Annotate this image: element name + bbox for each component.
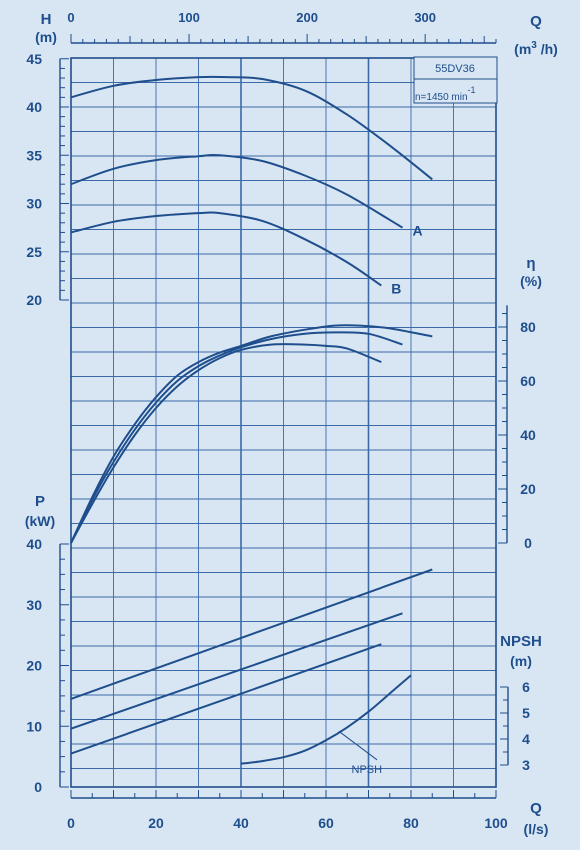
power-line [70, 568, 433, 700]
head-curve [70, 211, 382, 287]
power-axis-label: P [35, 493, 45, 510]
top-axis-tick-label: 100 [178, 10, 200, 25]
npsh-axis-tick-label: 4 [522, 731, 530, 747]
model-label: 55DV36 [435, 63, 475, 75]
power-line [70, 612, 403, 730]
efficiency-axis-tick-label: 40 [520, 427, 536, 443]
speed-label: n=1450 min-1 [415, 85, 476, 103]
head-curve-label: B [391, 281, 401, 297]
npsh-axis-tick-label: 5 [522, 705, 530, 721]
head-curve [70, 153, 404, 229]
bottom-axis-tick-label: 60 [318, 815, 334, 831]
bottom-axis-tick-label: 40 [233, 815, 249, 831]
efficiency-curve [70, 343, 382, 544]
top-axis-label: Q [530, 13, 542, 30]
npsh-axis-tick-label: 6 [522, 679, 530, 695]
power-axis-tick-label: 30 [26, 597, 42, 613]
efficiency-axis-label: η [526, 255, 535, 272]
chart-grid [70, 57, 497, 788]
head-axis-unit: (m) [35, 29, 57, 45]
chart-axes: 0 100 200 300202530354045020406080010203040… [26, 10, 536, 831]
efficiency-curve [70, 324, 433, 544]
bottom-axis-tick-label: 0 [67, 815, 75, 831]
head-axis-tick-label: 35 [26, 147, 42, 163]
power-axis-tick-label: 0 [34, 779, 42, 795]
npsh-leader-line [338, 730, 378, 761]
top-axis-tick-label: 200 [296, 10, 318, 25]
power-axis-tick-label: 20 [26, 658, 42, 674]
model-box [413, 56, 498, 104]
head-axis-tick-label: 20 [26, 292, 42, 308]
efficiency-axis-tick-label: 20 [520, 481, 536, 497]
bottom-axis-tick-label: 100 [484, 815, 508, 831]
head-axis-tick-label: 25 [26, 244, 42, 260]
head-axis-tick-label: 30 [26, 196, 42, 212]
npsh-axis-unit: (m) [510, 653, 532, 669]
chart-curves [70, 75, 433, 765]
bottom-axis-tick-label: 80 [403, 815, 419, 831]
top-axis-tick-label: 300 [414, 10, 436, 25]
head-curve-label: A [413, 223, 423, 239]
head-axis-label: H [41, 11, 52, 28]
plot-frame [70, 57, 497, 788]
bottom-axis-tick-label: 20 [148, 815, 164, 831]
npsh-axis-tick-label: 3 [522, 757, 530, 773]
npsh-axis-label: NPSH [500, 633, 542, 650]
power-axis-unit: (kW) [25, 513, 55, 529]
npsh-curve-label: NPSH [352, 764, 383, 776]
bottom-axis-unit: (l/s) [524, 821, 549, 837]
efficiency-axis-tick-label: 0 [524, 535, 532, 551]
head-axis-tick-label: 45 [26, 51, 42, 67]
efficiency-axis-tick-label: 80 [520, 319, 536, 335]
top-axis-tick-label: 0 [67, 10, 74, 25]
power-axis-tick-label: 40 [26, 536, 42, 552]
chart-labels: H (m) Q (m3 /h) η (%) P (kW) NPSH (m) Q … [25, 11, 558, 837]
efficiency-axis-unit: (%) [520, 273, 542, 289]
efficiency-curve [70, 331, 403, 544]
npsh-curve [240, 674, 412, 765]
power-axis-tick-label: 10 [26, 718, 42, 734]
head-axis-tick-label: 40 [26, 99, 42, 115]
head-curve [70, 75, 433, 181]
bottom-axis-label: Q [530, 800, 542, 817]
power-line [70, 643, 382, 755]
efficiency-axis-tick-label: 60 [520, 373, 536, 389]
top-axis-unit: (m3 /h) [514, 40, 558, 57]
